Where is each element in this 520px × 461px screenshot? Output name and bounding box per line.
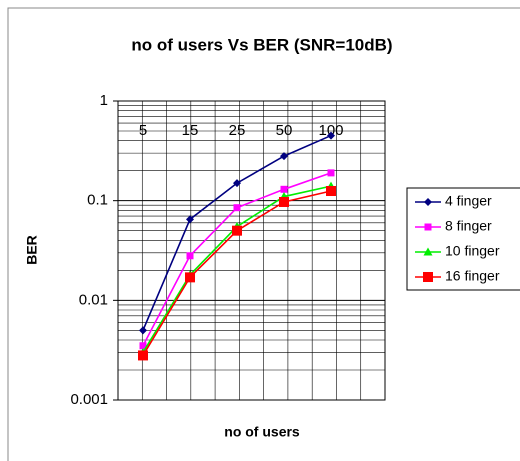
data-point bbox=[186, 215, 194, 224]
y-axis-label: BER bbox=[24, 235, 40, 265]
legend-marker bbox=[424, 223, 432, 231]
data-point bbox=[280, 152, 288, 161]
x-tick-label: 100 bbox=[318, 122, 343, 139]
x-tick-label: 50 bbox=[276, 122, 293, 139]
x-tick-label: 15 bbox=[182, 122, 199, 139]
plot-area bbox=[118, 101, 385, 400]
data-point bbox=[186, 252, 194, 260]
y-tick-label: 0.01 bbox=[79, 291, 108, 308]
y-tick-label: 1 bbox=[100, 92, 108, 109]
data-point bbox=[279, 196, 289, 207]
data-point bbox=[280, 185, 288, 193]
data-point bbox=[138, 350, 148, 361]
legend-marker bbox=[423, 247, 433, 256]
data-point bbox=[233, 204, 241, 212]
data-point bbox=[326, 186, 336, 197]
legend-marker bbox=[424, 198, 432, 206]
y-tick-label: 0.1 bbox=[87, 192, 108, 209]
legend-marker bbox=[423, 272, 433, 282]
x-tick-label: 25 bbox=[229, 122, 246, 139]
plot-border bbox=[117, 100, 386, 401]
data-point bbox=[139, 326, 147, 335]
y-tick-label: 0.001 bbox=[70, 391, 108, 408]
legend-label: 16 finger bbox=[445, 268, 500, 284]
x-axis-label: no of users bbox=[224, 424, 300, 440]
legend-label: 10 finger bbox=[445, 243, 500, 259]
data-point bbox=[233, 179, 241, 188]
data-point bbox=[327, 169, 335, 177]
chart-title: no of users Vs BER (SNR=10dB) bbox=[131, 35, 392, 54]
data-point bbox=[327, 131, 335, 140]
x-tick-label: 5 bbox=[139, 122, 147, 139]
legend: 4 finger 8 finger 10 finger 16 finger bbox=[406, 187, 520, 291]
legend-label: 4 finger bbox=[445, 193, 492, 209]
data-point bbox=[232, 225, 242, 236]
legend-label: 8 finger bbox=[445, 218, 492, 234]
data-point bbox=[185, 272, 195, 283]
data-point bbox=[139, 342, 147, 350]
